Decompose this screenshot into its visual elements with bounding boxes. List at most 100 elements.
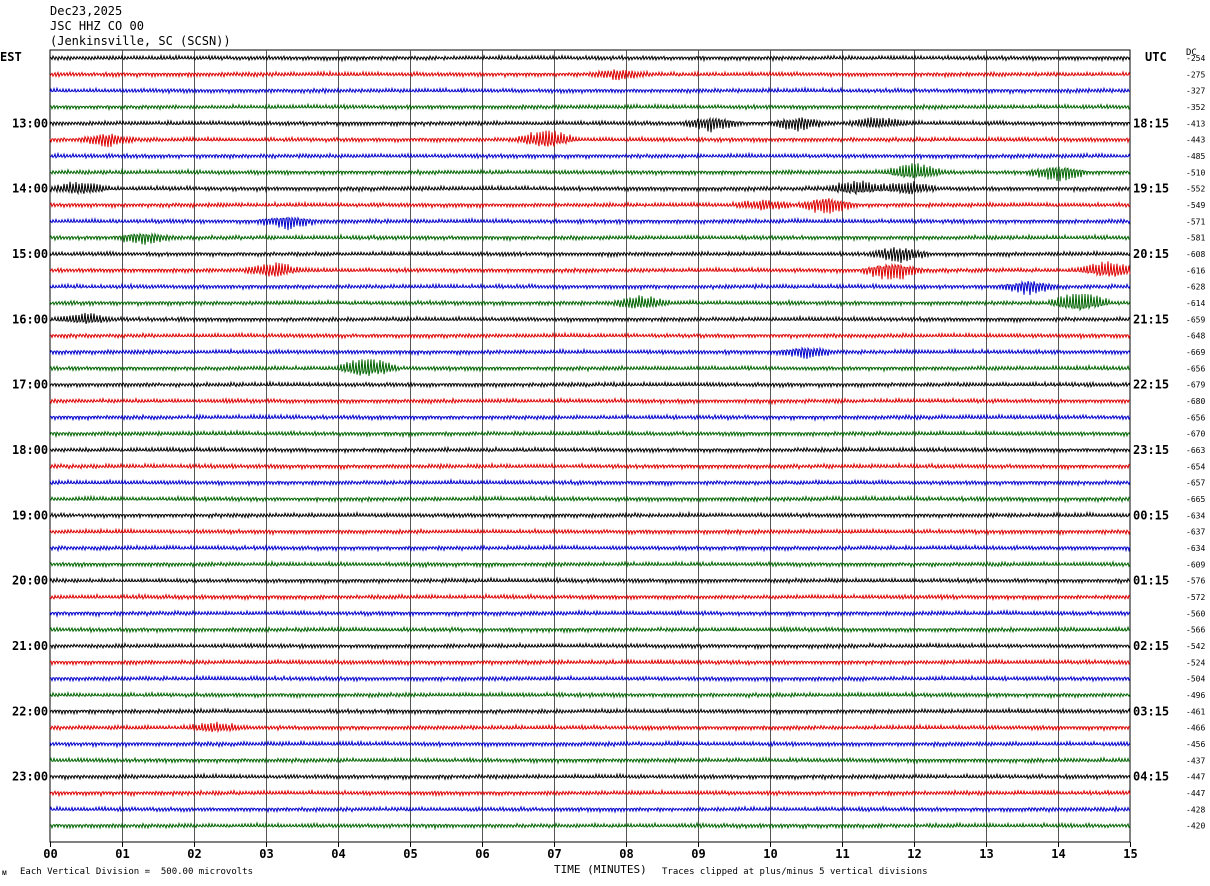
seismic-trace [49,821,1131,831]
dc-offset-label: -634 [1186,544,1205,553]
right-hour-label: 01:15 [1133,574,1169,588]
dc-offset-label: -447 [1186,773,1205,782]
x-tick-label: 11 [835,847,849,861]
x-tick-label: 12 [907,847,921,861]
left-hour-label: 18:00 [12,443,48,457]
seismic-trace [49,772,1131,782]
dc-offset-label: -504 [1186,675,1205,684]
seismic-trace [49,494,1131,504]
seismic-trace [49,380,1131,389]
left-hour-label: 22:00 [12,704,48,718]
seismic-trace [49,359,1131,377]
seismic-trace [49,69,1131,81]
dc-offset-label: -628 [1186,283,1205,292]
dc-offset-label: -665 [1186,495,1205,504]
dc-offset-label: -571 [1186,217,1205,226]
right-hour-label: 04:15 [1133,770,1169,784]
x-tick-label: 08 [619,847,633,861]
dc-offset-label: -572 [1186,593,1205,602]
seismic-trace [49,396,1131,406]
seismic-trace [49,641,1131,651]
right-hour-label: 00:15 [1133,508,1169,522]
seismic-trace [49,592,1131,602]
right-hour-label: 21:15 [1133,312,1169,326]
seismic-trace [49,412,1131,422]
dc-offset-label: -670 [1186,430,1205,439]
dc-offset-label: -420 [1186,822,1205,831]
scale-note: Each Vertical Division = 500.00 microvol… [20,867,253,877]
logo-mark: ᴍ [2,868,7,877]
x-tick-label: 06 [475,847,489,861]
dc-offset-label: -656 [1186,413,1205,422]
seismic-trace [49,261,1131,280]
dc-offset-label: -485 [1186,152,1205,161]
seismic-trace [49,690,1131,700]
seismic-trace [49,130,1131,148]
dc-offset-label: -560 [1186,609,1205,618]
dc-offset-label: -461 [1186,707,1205,716]
left-hour-label: 13:00 [12,116,48,130]
dc-offset-label: -510 [1186,168,1205,177]
dc-offset-label: -656 [1186,364,1205,373]
left-hour-label: 21:00 [12,639,48,653]
dc-offset-label: -443 [1186,136,1205,145]
seismic-trace [49,804,1131,814]
right-hour-label: 23:15 [1133,443,1169,457]
seismic-trace [49,739,1131,749]
x-tick-label: 15 [1123,847,1137,861]
dc-offset-label: -542 [1186,642,1205,651]
dc-offset-label: -466 [1186,724,1205,733]
header-date: Dec23,2025 [50,4,123,18]
x-tick-label: 05 [403,847,417,861]
x-tick-label: 03 [259,847,273,861]
seismic-trace [49,102,1131,112]
left-hour-label: 19:00 [12,508,48,522]
x-tick-label: 00 [43,847,57,861]
x-tick-label: 07 [547,847,561,861]
seismic-trace [49,280,1131,296]
dc-offset-label: -428 [1186,805,1205,814]
right-timezone-label: UTC [1145,50,1167,64]
seismic-trace [49,180,1131,196]
dc-offset-label: -566 [1186,626,1205,635]
dc-offset-label: -616 [1186,266,1205,275]
dc-offset-label: -669 [1186,348,1205,357]
seismic-trace [49,247,1131,264]
dc-offset-label: -609 [1186,560,1205,569]
seismic-trace [49,657,1131,667]
dc-offset-label: -657 [1186,479,1205,488]
seismic-trace [49,674,1131,683]
x-tick-label: 09 [691,847,705,861]
seismic-trace [49,559,1131,569]
dc-offset-label: -552 [1186,185,1205,194]
seismic-trace [49,197,1131,214]
right-hour-label: 19:15 [1133,182,1169,196]
seismic-trace [49,86,1131,96]
seismic-trace [49,445,1131,455]
seismic-trace [49,543,1131,553]
dc-offset-label: -327 [1186,87,1205,96]
seismic-trace [49,163,1131,182]
right-hour-label: 18:15 [1133,116,1169,130]
left-hour-label: 14:00 [12,182,48,196]
left-hour-label: 16:00 [12,312,48,326]
dc-offset-label: -254 [1186,54,1205,63]
seismic-trace [49,116,1131,133]
dc-offset-label: -581 [1186,234,1205,243]
seismic-trace [49,625,1131,635]
seismic-trace [49,788,1131,798]
seismic-trace [49,346,1131,359]
dc-offset-label: -576 [1186,577,1205,586]
clip-note: Traces clipped at plus/minus 5 vertical … [662,867,928,877]
seismic-trace [49,312,1131,325]
dc-offset-label: -524 [1186,658,1205,667]
x-axis-title: TIME (MINUTES) [554,863,647,876]
seismic-trace [49,216,1131,231]
x-tick-label: 13 [979,847,993,861]
seismic-trace [49,755,1131,765]
dc-offset-label: -648 [1186,332,1205,341]
x-tick-label: 14 [1051,847,1065,861]
dc-offset-label: -608 [1186,250,1205,259]
right-hour-label: 03:15 [1133,704,1169,718]
